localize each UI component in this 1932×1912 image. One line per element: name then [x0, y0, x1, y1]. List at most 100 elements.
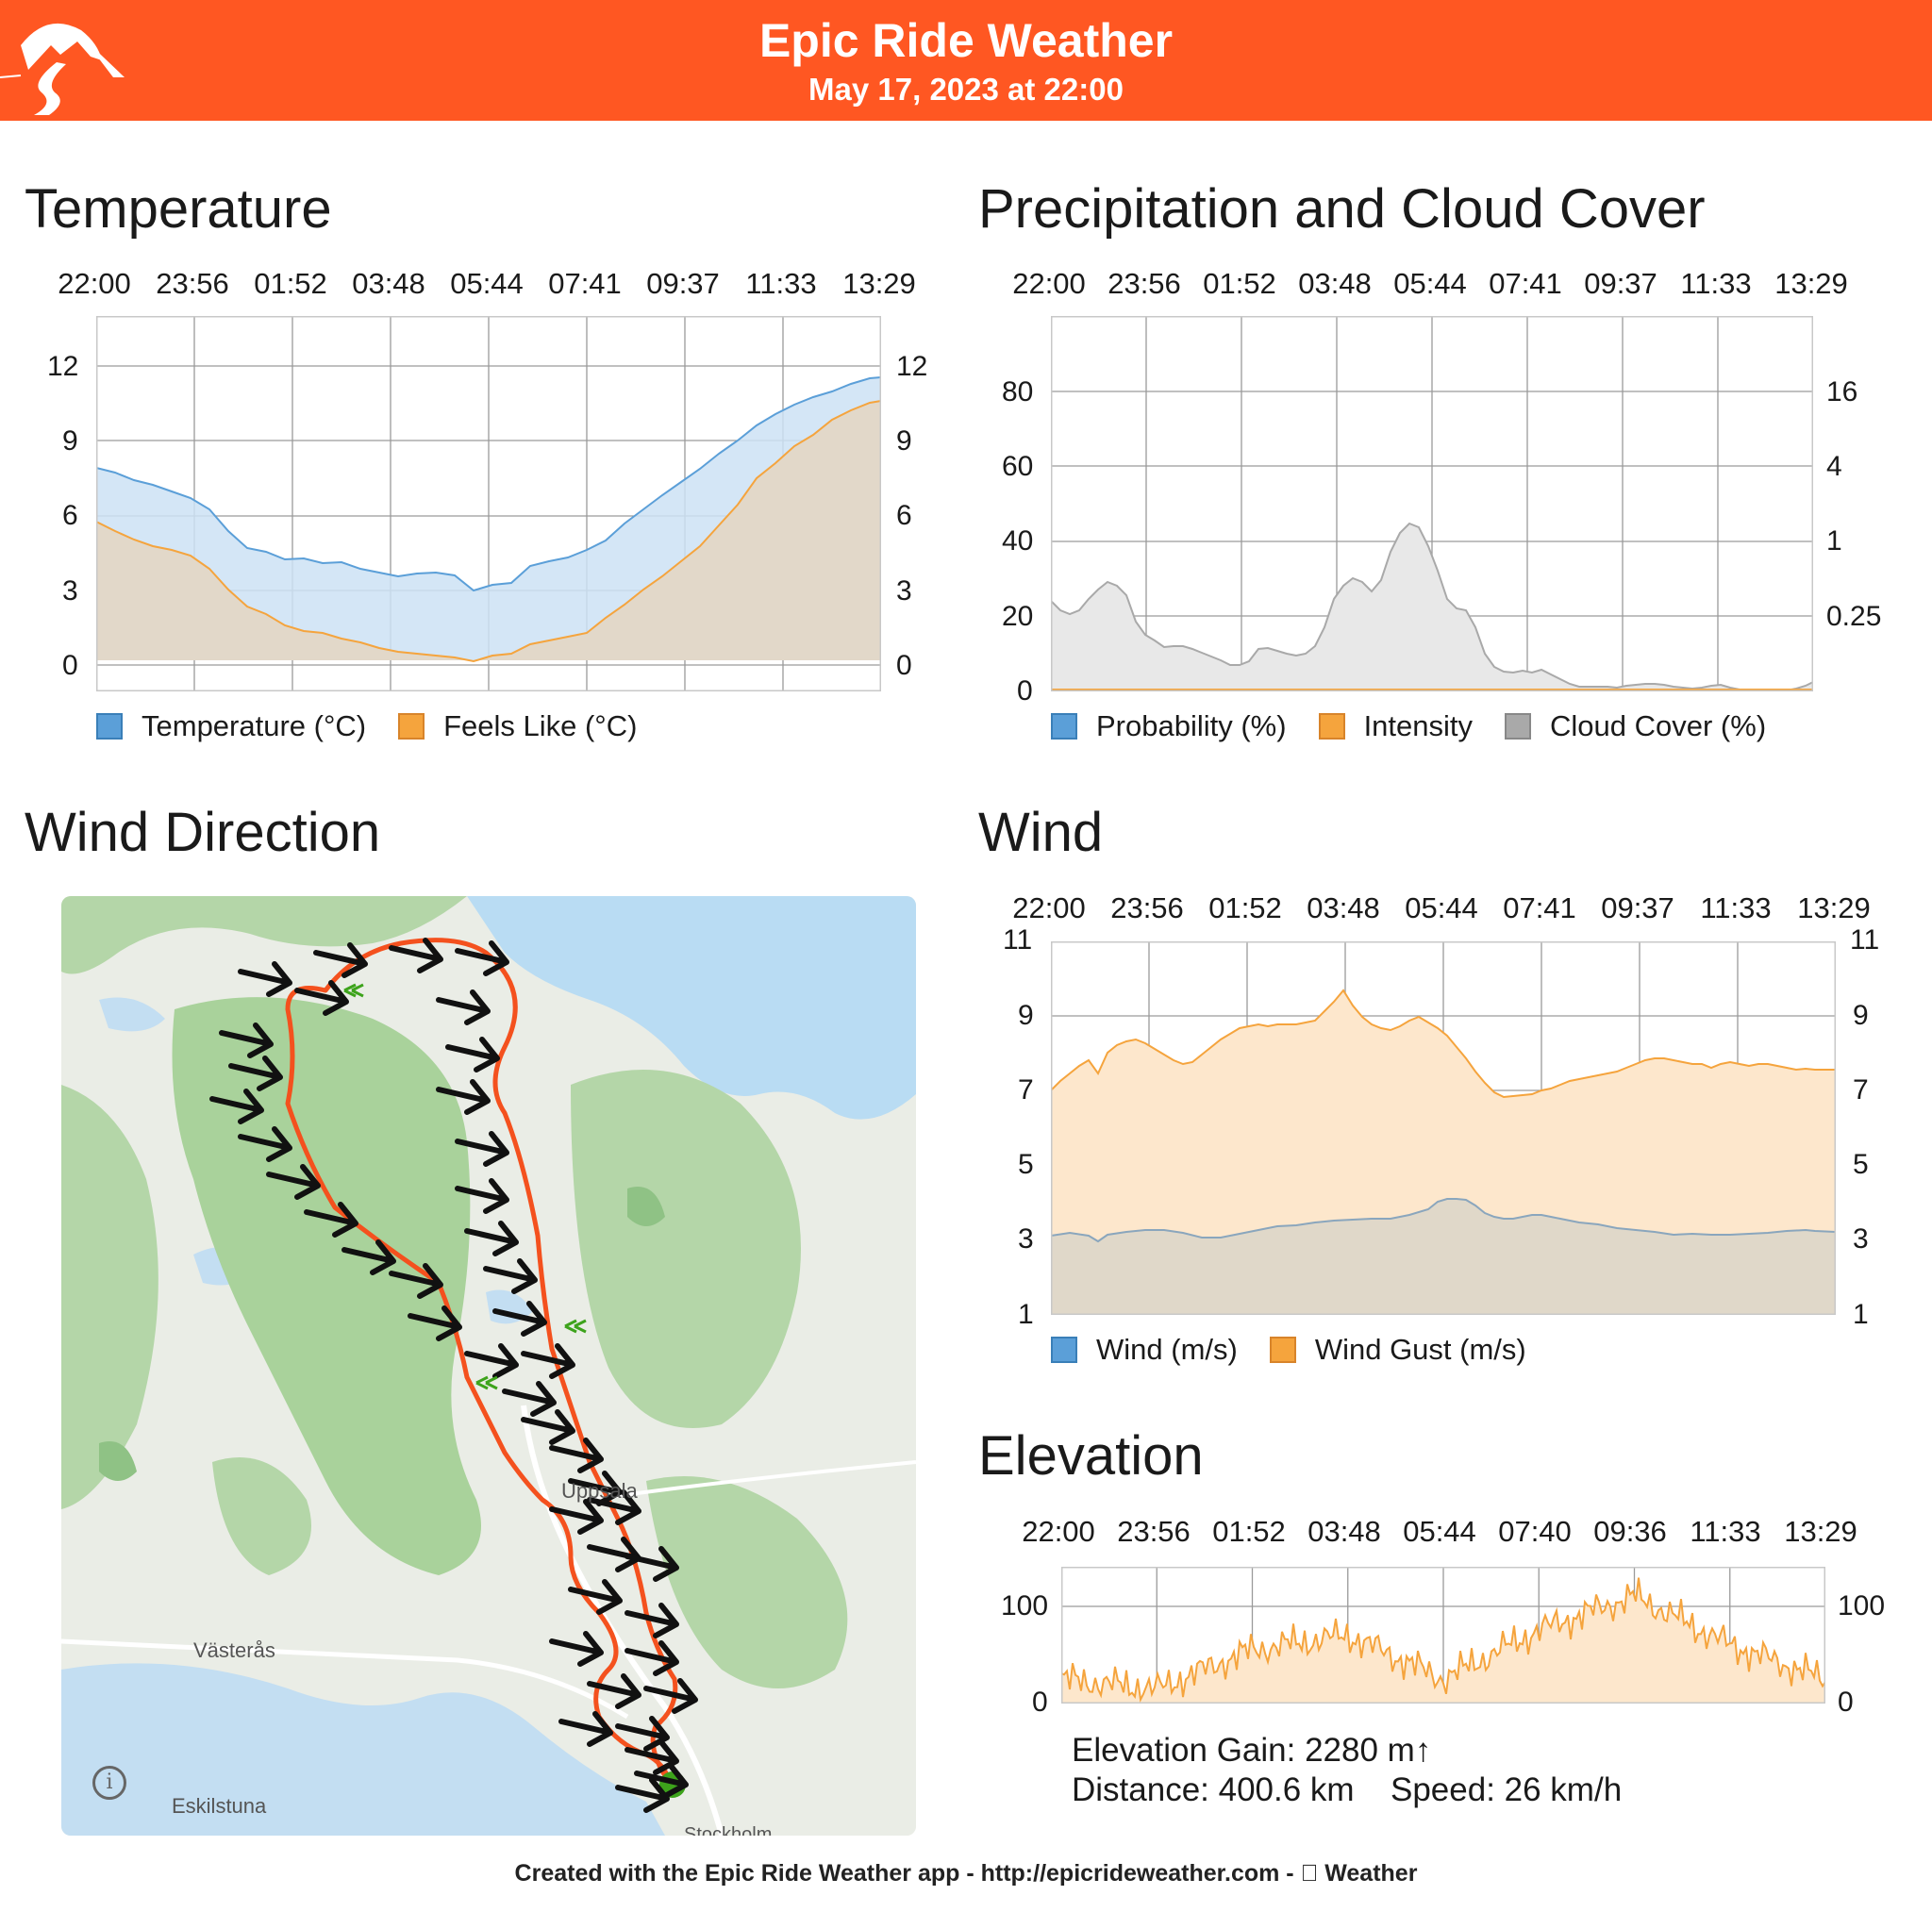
wind-legend: Wind (m/s) Wind Gust (m/s) [1051, 1333, 1558, 1367]
wind-y-tick: 5 [1853, 1149, 1869, 1180]
temperature-chart [96, 316, 881, 691]
wind-arrow-icon [304, 1202, 358, 1238]
precipitation-y-tick: 20 [1002, 601, 1034, 632]
wind-arrow-icon [483, 1258, 538, 1294]
time-tick: 09:37 [1601, 891, 1674, 924]
wind-arrow-icon [464, 1343, 519, 1379]
time-tick: 07:41 [548, 267, 622, 300]
time-tick: 03:48 [1307, 1515, 1381, 1548]
elevation-y-tick: 100 [1001, 1590, 1049, 1621]
time-tick: 11:33 [1690, 1515, 1761, 1548]
elevation-title: Elevation [978, 1425, 1204, 1487]
wind-arrow-icon [625, 1640, 679, 1676]
wind-arrow-icon [549, 1499, 604, 1535]
time-tick: 01:52 [1212, 1515, 1286, 1548]
time-tick: 05:44 [1405, 891, 1478, 924]
wind-arrow-icon [389, 1263, 443, 1299]
wind-arrow-icon [209, 1089, 264, 1124]
wind-arrow-icon [228, 1056, 283, 1091]
time-tick: 13:29 [842, 267, 916, 300]
wind-y-tick: 11 [1003, 924, 1033, 956]
wind-y-tick: 11 [1850, 924, 1880, 956]
time-tick: 22:00 [58, 267, 131, 300]
temperature-y-tick: 9 [896, 425, 912, 457]
wind-arrow-icon [625, 1603, 679, 1638]
wind-arrow-icon [615, 1777, 670, 1813]
time-tick: 22:00 [1022, 1515, 1095, 1548]
time-tick: 22:00 [1012, 891, 1086, 924]
elevation-gain: Elevation Gain: 2280 m↑ [1072, 1732, 1432, 1769]
header-bar: Epic Ride Weather May 17, 2023 at 22:00 [0, 0, 1932, 121]
wind-arrow-icon [313, 942, 368, 978]
info-icon[interactable]: i [92, 1766, 126, 1800]
temperature-y-tick: 0 [896, 650, 912, 681]
app-title: Epic Ride Weather [758, 14, 1174, 67]
wind-arrow-icon [558, 1711, 613, 1747]
precipitation-y-tick: 60 [1002, 451, 1034, 482]
wind-arrow-icon [587, 1489, 641, 1525]
legend-label: Cloud Cover (%) [1550, 709, 1767, 742]
time-tick: 05:44 [450, 267, 524, 300]
time-tick: 07:40 [1498, 1515, 1572, 1548]
wind-y-tick: 1 [1018, 1299, 1034, 1330]
wind-arrow-icon [521, 1409, 575, 1445]
legend-swatch [398, 713, 425, 740]
wind-arrow-icon [389, 938, 443, 973]
wind-y-tick: 9 [1853, 1000, 1869, 1031]
place-label-vasteras: Västerås [193, 1638, 275, 1662]
time-tick: 01:52 [254, 267, 327, 300]
wind-arrow-icon [341, 1239, 396, 1275]
wind-y-tick: 7 [1018, 1074, 1034, 1106]
time-tick: 09:37 [1584, 267, 1657, 300]
time-tick: 13:29 [1774, 267, 1848, 300]
wind-arrow-icon [643, 1678, 698, 1714]
wind-arrow-icon [634, 1763, 689, 1799]
wind-arrow-icon [625, 1546, 679, 1582]
legend-cloud-cover: Cloud Cover (%) [1505, 709, 1766, 743]
route-map[interactable]: Västerås Eskilstuna Uppsala Stockholm i [61, 896, 916, 1836]
wind-y-tick: 5 [1018, 1149, 1034, 1180]
temperature-y-tick: 12 [896, 351, 928, 382]
wind-y-tick: 9 [1018, 1000, 1034, 1031]
place-label-stockholm: Stockholm [684, 1824, 773, 1836]
precipitation-legend: Probability (%) Intensity Cloud Cover (%… [1051, 709, 1798, 743]
legend-label: Probability (%) [1096, 709, 1287, 742]
time-tick: 01:52 [1208, 891, 1282, 924]
time-tick: 05:44 [1403, 1515, 1476, 1548]
wind-arrow-icon [568, 1579, 623, 1615]
wind-arrow-icon [625, 1739, 679, 1775]
wind-arrow-icon [568, 1471, 623, 1506]
place-label-uppsala: Uppsala [561, 1479, 638, 1503]
temperature-y-tick: 12 [47, 351, 79, 382]
time-tick: 09:36 [1593, 1515, 1667, 1548]
wind-direction-title: Wind Direction [25, 802, 381, 863]
speed: Speed: 26 km/h [1391, 1771, 1623, 1808]
legend-label: Intensity [1363, 709, 1474, 742]
wind-arrow-icon [549, 1438, 604, 1473]
precipitation-y-tick: 4 [1826, 451, 1842, 482]
time-tick: 11:33 [1680, 267, 1752, 300]
ride-date: May 17, 2023 at 22:00 [808, 72, 1124, 107]
precipitation-y-tick: 16 [1826, 376, 1858, 407]
wind-arrow-icon [445, 1037, 500, 1072]
wind-arrow-icon [549, 1631, 604, 1667]
distance: Distance: 400.6 km [1072, 1771, 1355, 1808]
legend-label: Feels Like (°C) [443, 709, 638, 742]
footer-credit: Created with the Epic Ride Weather app -… [515, 1860, 1418, 1887]
wind-chart [1051, 941, 1836, 1315]
temperature-y-tick: 6 [896, 500, 912, 531]
wind-arrow-icon [464, 1221, 519, 1256]
time-tick: 23:56 [1110, 891, 1184, 924]
wind-arrow-icon [587, 1673, 641, 1709]
time-tick: 11:33 [1700, 891, 1772, 924]
legend-swatch [1505, 713, 1532, 740]
legend-wind: Wind (m/s) [1051, 1333, 1238, 1367]
legend-label: Wind Gust (m/s) [1314, 1333, 1526, 1366]
wind-arrow-icon [436, 989, 491, 1025]
time-tick: 03:48 [1298, 267, 1372, 300]
wind-arrow-icon [521, 1343, 575, 1379]
precipitation-y-tick: 40 [1002, 525, 1034, 557]
wind-arrow-icon [492, 1301, 547, 1337]
wind-arrow-icon [408, 1305, 462, 1341]
time-tick: 03:48 [1307, 891, 1380, 924]
